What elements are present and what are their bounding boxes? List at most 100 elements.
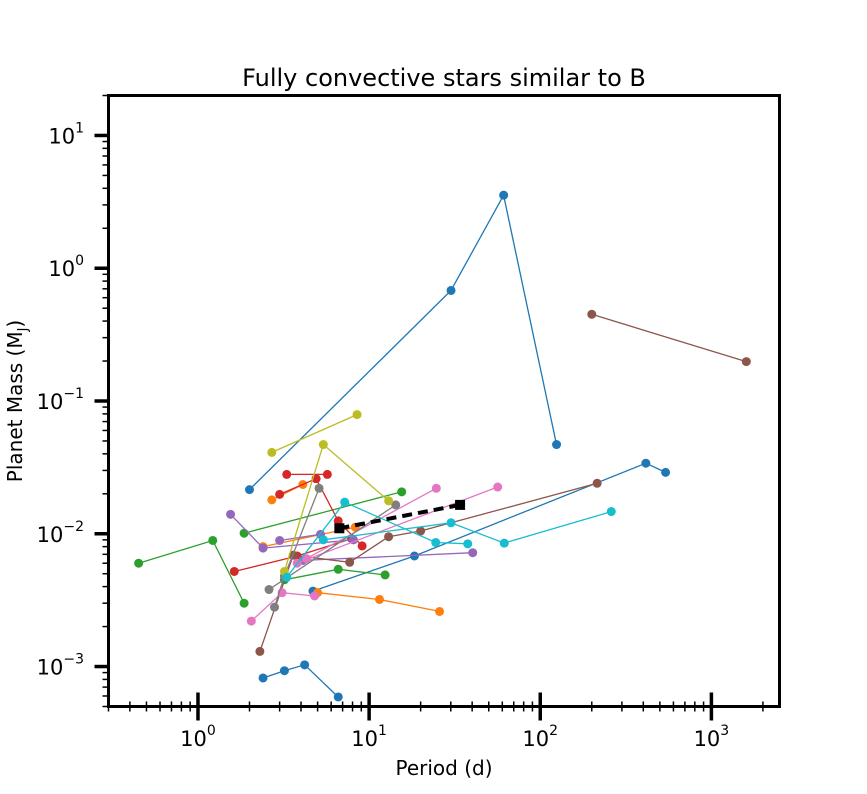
y-tick-base: 10	[37, 390, 64, 414]
data-point	[245, 485, 255, 495]
series-line	[339, 502, 461, 531]
series-system-26	[318, 507, 616, 548]
data-point	[431, 483, 441, 493]
data-point	[552, 440, 562, 450]
data-point	[416, 526, 426, 536]
x-tick-exponent: 0	[207, 723, 216, 739]
data-point	[384, 532, 394, 542]
y-tick-exponent: −1	[63, 386, 84, 402]
series-system-7	[134, 535, 249, 608]
series-system-5	[313, 588, 445, 616]
y-axis-label-suffix: )	[3, 320, 27, 328]
data-point	[318, 535, 328, 545]
data-point	[357, 541, 367, 551]
data-point	[352, 410, 362, 420]
plot-frame	[107, 94, 781, 708]
series-system-9	[279, 564, 390, 585]
y-axis-label-prefix: Planet Mass (M	[3, 331, 27, 482]
data-point	[282, 572, 292, 582]
y-tick-base: 10	[37, 523, 64, 547]
y-tick-base: 10	[48, 257, 75, 281]
data-point	[384, 496, 394, 506]
data-point	[375, 594, 385, 604]
series-line	[312, 462, 666, 592]
series-system-23	[267, 410, 362, 457]
x-tick-exponent: 2	[549, 723, 558, 739]
series-line	[283, 443, 390, 572]
series-line	[271, 414, 358, 453]
data-point	[279, 666, 289, 676]
data-point	[435, 606, 445, 616]
data-point	[334, 523, 345, 534]
y-tick-label: 10−2	[37, 519, 84, 547]
data-point	[310, 591, 320, 601]
data-point	[641, 458, 651, 468]
data-point	[333, 564, 343, 574]
data-point	[380, 570, 390, 580]
y-tick-label: 10−3	[37, 652, 84, 680]
series-system-16	[255, 478, 602, 656]
series-system-25	[282, 497, 473, 582]
data-point	[275, 535, 285, 545]
x-tick-base: 10	[351, 727, 378, 751]
series-line	[323, 510, 612, 544]
data-point	[468, 548, 478, 558]
y-tick-exponent: 1	[75, 120, 84, 136]
series-system-17	[587, 309, 751, 367]
data-point	[270, 602, 280, 612]
series-system-15	[298, 548, 478, 565]
series-system-3	[308, 458, 671, 596]
y-axis-label: Planet Mass (MJ)	[3, 320, 31, 482]
data-point	[264, 585, 274, 595]
chart-title: Fully convective stars similar to B	[242, 64, 646, 92]
data-point	[340, 497, 350, 507]
data-point	[322, 469, 332, 479]
y-tick-base: 10	[48, 124, 75, 148]
series-line	[249, 193, 558, 491]
data-point	[239, 528, 249, 538]
axis-ticks	[94, 94, 764, 721]
data-point	[258, 543, 268, 553]
series-system-2	[258, 660, 343, 702]
series-line	[138, 539, 245, 604]
data-point	[446, 518, 456, 528]
data-point	[587, 309, 597, 319]
data-point	[455, 499, 466, 510]
series-line	[302, 552, 473, 562]
data-point	[446, 285, 456, 295]
x-tick-exponent: 1	[378, 723, 387, 739]
data-point	[333, 516, 343, 526]
data-point	[499, 190, 509, 200]
y-axis-label-sub: J	[16, 328, 31, 333]
x-tick-base: 10	[180, 727, 207, 751]
y-tick-label: 10−1	[37, 386, 84, 414]
y-tick-base: 10	[37, 656, 64, 680]
data-point	[431, 537, 441, 547]
data-point	[345, 557, 355, 567]
data-point	[239, 598, 249, 608]
series-system-18	[246, 588, 320, 626]
series-line	[279, 477, 363, 547]
data-point	[661, 467, 671, 477]
data-point	[463, 539, 473, 549]
series-layer	[134, 190, 751, 702]
x-tick-exponent: 3	[720, 723, 729, 739]
data-point	[229, 566, 239, 576]
x-tick-label: 103	[694, 723, 730, 751]
x-tick-label: 100	[180, 723, 216, 751]
y-tick-exponent: −2	[63, 519, 84, 535]
y-tick-exponent: 0	[75, 253, 84, 269]
series-target-B	[334, 499, 466, 534]
data-point	[134, 558, 144, 568]
y-tick-label: 100	[48, 253, 84, 281]
series-line	[591, 313, 747, 363]
series-line	[286, 501, 468, 578]
data-point	[391, 500, 401, 510]
data-point	[282, 469, 292, 479]
data-point	[275, 489, 285, 499]
data-point	[267, 495, 277, 505]
data-point	[226, 509, 236, 519]
x-axis-label: Period (d)	[395, 756, 492, 780]
